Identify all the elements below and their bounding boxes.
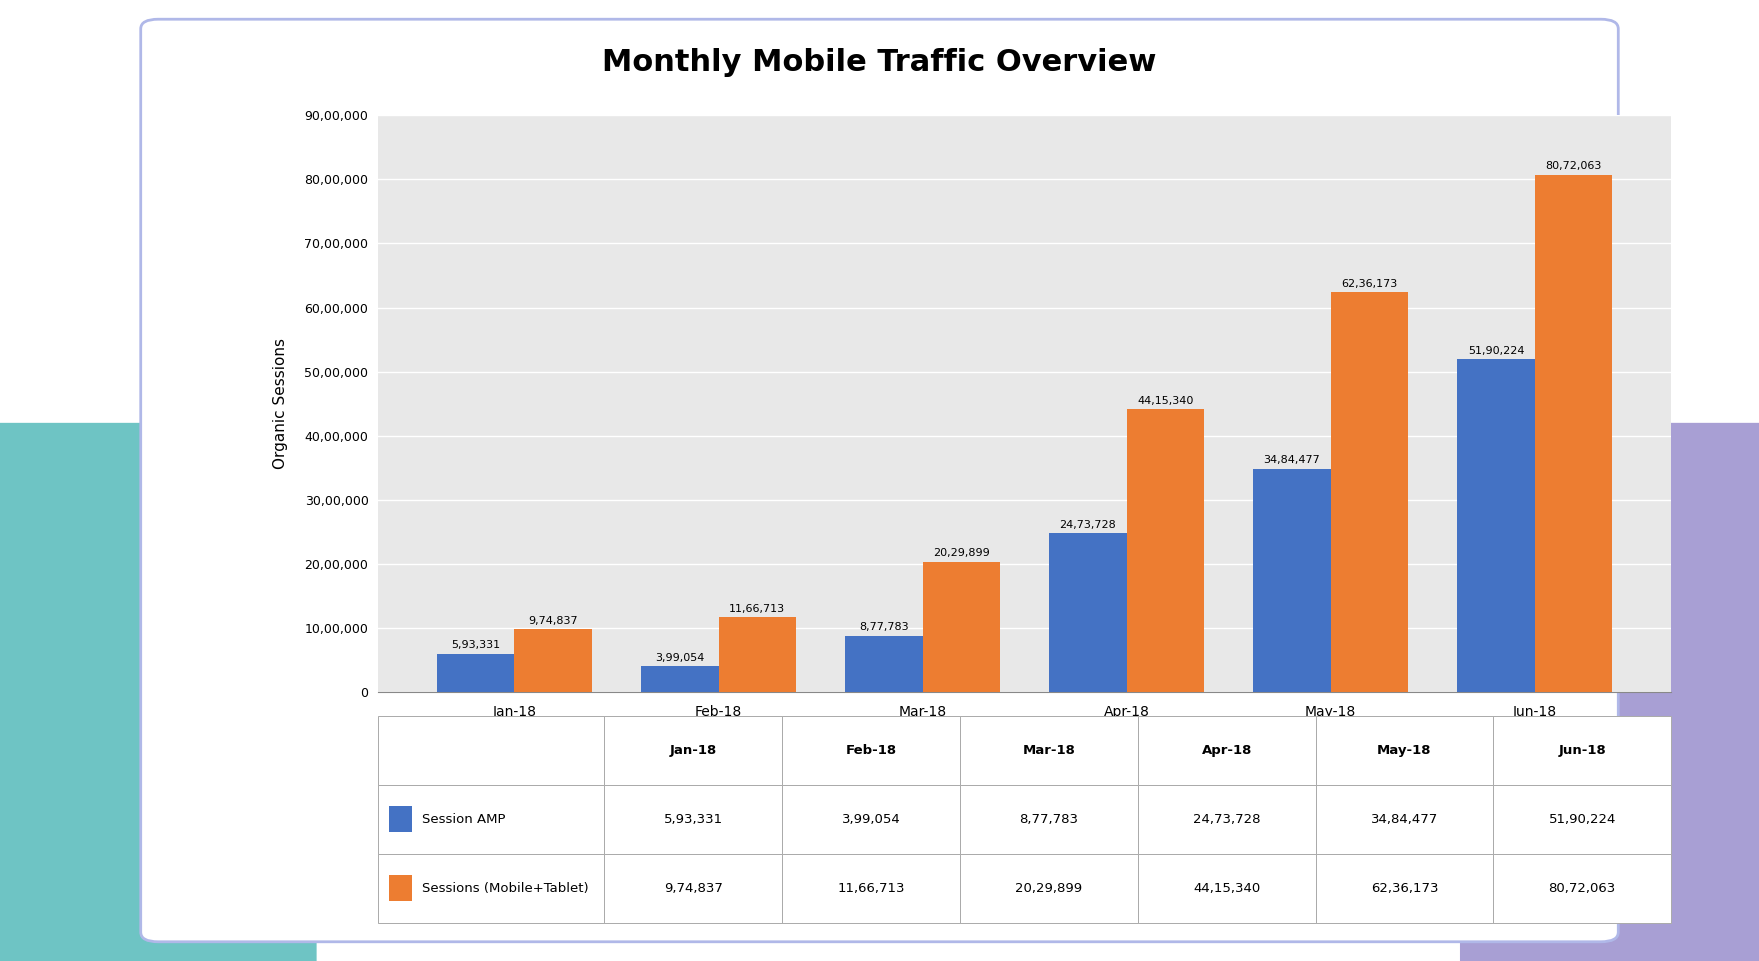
- Text: 11,66,713: 11,66,713: [730, 604, 785, 614]
- Text: Feb-18: Feb-18: [846, 744, 897, 757]
- Bar: [1252, 469, 1332, 692]
- Text: 51,90,224: 51,90,224: [1467, 346, 1525, 356]
- Text: 5,93,331: 5,93,331: [450, 640, 500, 651]
- Text: Apr-18: Apr-18: [1201, 744, 1252, 757]
- Bar: [378, 716, 605, 785]
- Bar: [1138, 853, 1316, 923]
- Bar: [1316, 785, 1493, 853]
- Text: 24,73,728: 24,73,728: [1193, 813, 1261, 825]
- Text: Jan-18: Jan-18: [670, 744, 718, 757]
- Bar: [605, 853, 783, 923]
- Text: Mar-18: Mar-18: [1022, 744, 1075, 757]
- Text: 20,29,899: 20,29,899: [932, 549, 990, 558]
- Text: 3,99,054: 3,99,054: [843, 813, 901, 825]
- Text: 20,29,899: 20,29,899: [1015, 881, 1082, 895]
- Bar: [640, 666, 718, 692]
- Text: 8,77,783: 8,77,783: [858, 622, 909, 632]
- Text: Monthly Mobile Traffic Overview: Monthly Mobile Traffic Overview: [602, 48, 1157, 77]
- Text: 9,74,837: 9,74,837: [663, 881, 723, 895]
- Bar: [1128, 409, 1205, 692]
- Text: Jun-18: Jun-18: [1558, 744, 1606, 757]
- Bar: [1536, 175, 1613, 692]
- Text: Sessions (Mobile+Tablet): Sessions (Mobile+Tablet): [422, 881, 589, 895]
- Text: 9,74,837: 9,74,837: [528, 616, 579, 626]
- Bar: [783, 853, 960, 923]
- Bar: [718, 617, 797, 692]
- Text: 62,36,173: 62,36,173: [1370, 881, 1439, 895]
- Text: 3,99,054: 3,99,054: [654, 653, 704, 663]
- Text: May-18: May-18: [1377, 744, 1432, 757]
- Text: 80,72,063: 80,72,063: [1546, 161, 1602, 171]
- Text: 8,77,783: 8,77,783: [1020, 813, 1078, 825]
- Text: 80,72,063: 80,72,063: [1548, 881, 1617, 895]
- Bar: [1138, 785, 1316, 853]
- Bar: [1493, 853, 1671, 923]
- Text: 44,15,340: 44,15,340: [1138, 396, 1194, 406]
- Text: 51,90,224: 51,90,224: [1548, 813, 1617, 825]
- Bar: [605, 785, 783, 853]
- Bar: [378, 785, 605, 853]
- Bar: [922, 562, 1001, 692]
- Bar: [514, 629, 593, 692]
- Bar: [389, 806, 412, 832]
- Text: 24,73,728: 24,73,728: [1059, 520, 1117, 530]
- Text: 34,84,477: 34,84,477: [1370, 813, 1439, 825]
- Bar: [436, 653, 514, 692]
- Bar: [1316, 716, 1493, 785]
- Bar: [605, 716, 783, 785]
- Text: 34,84,477: 34,84,477: [1263, 456, 1321, 465]
- Bar: [378, 853, 605, 923]
- Bar: [1332, 292, 1409, 692]
- Text: 11,66,713: 11,66,713: [837, 881, 904, 895]
- Y-axis label: Organic Sessions: Organic Sessions: [273, 338, 288, 469]
- Bar: [1493, 716, 1671, 785]
- Bar: [960, 716, 1138, 785]
- Bar: [960, 785, 1138, 853]
- Bar: [1456, 359, 1536, 692]
- Bar: [1316, 853, 1493, 923]
- Text: Session AMP: Session AMP: [422, 813, 505, 825]
- Bar: [1048, 533, 1128, 692]
- Text: 44,15,340: 44,15,340: [1193, 881, 1259, 895]
- Bar: [844, 635, 922, 692]
- Bar: [960, 853, 1138, 923]
- Bar: [1138, 716, 1316, 785]
- Bar: [783, 716, 960, 785]
- Bar: [1493, 785, 1671, 853]
- Text: 5,93,331: 5,93,331: [663, 813, 723, 825]
- Text: 62,36,173: 62,36,173: [1342, 279, 1398, 289]
- Bar: [783, 785, 960, 853]
- Bar: [389, 875, 412, 901]
